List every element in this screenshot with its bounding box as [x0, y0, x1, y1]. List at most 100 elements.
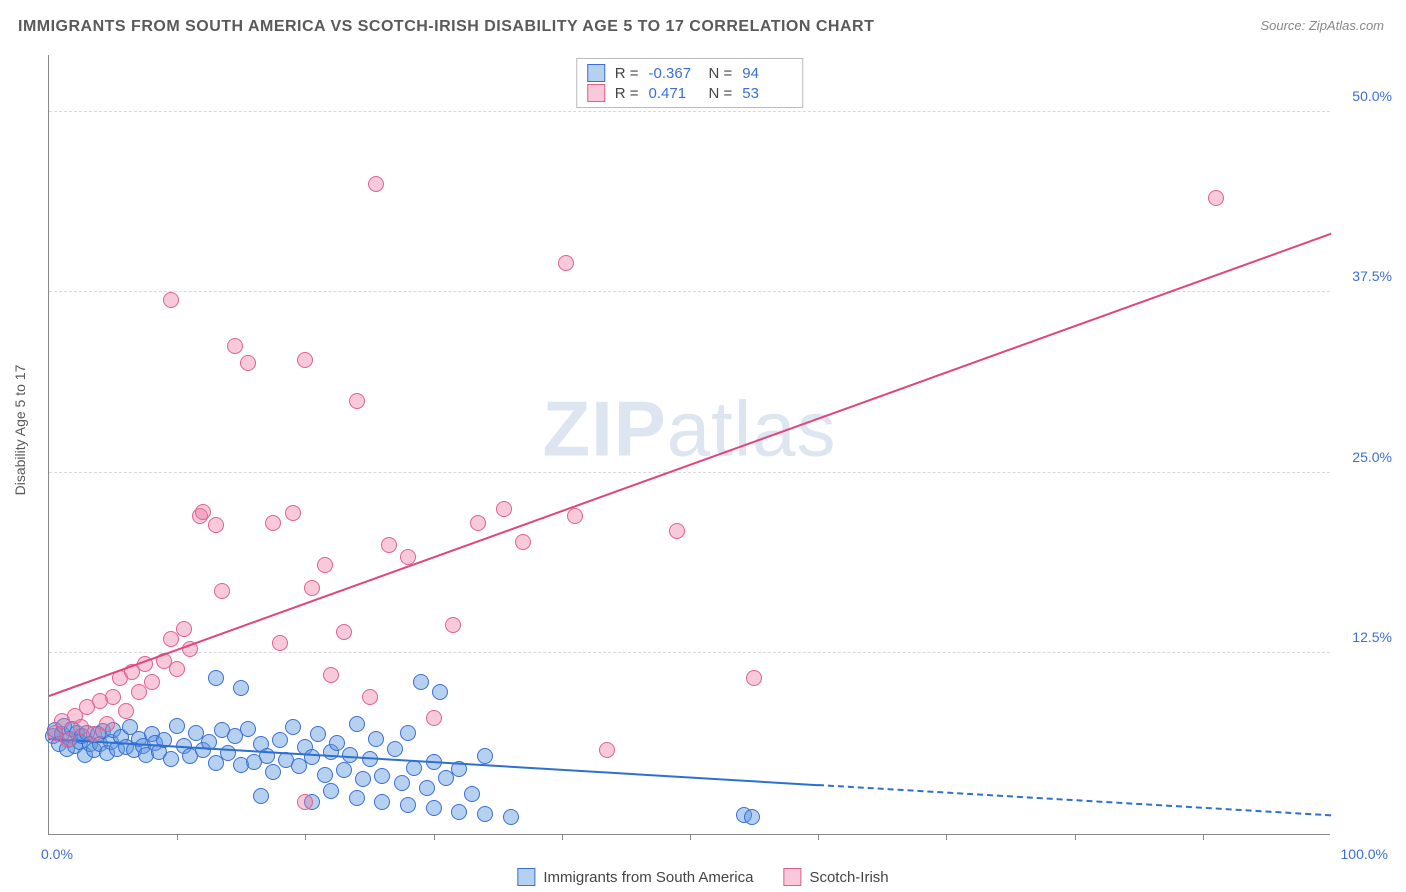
- legend-swatch: [587, 84, 605, 102]
- data-point: [349, 393, 365, 409]
- legend-r-label: R =: [615, 65, 639, 82]
- data-point: [253, 788, 269, 804]
- data-point: [1208, 190, 1224, 206]
- data-point: [60, 732, 76, 748]
- bottom-legend-label: Scotch-Irish: [809, 869, 888, 886]
- data-point: [214, 583, 230, 599]
- y-tick-label: 37.5%: [1337, 268, 1392, 284]
- gridline-h: [49, 652, 1330, 653]
- legend-stats-row: R = 0.471 N = 53: [587, 83, 793, 103]
- x-tick: [818, 834, 819, 840]
- legend-n-value: 53: [742, 85, 792, 102]
- data-point: [144, 674, 160, 690]
- legend-stats-box: R = -0.367 N = 94 R = 0.471 N = 53: [576, 58, 804, 108]
- data-point: [99, 716, 115, 732]
- data-point: [464, 786, 480, 802]
- chart-title: IMMIGRANTS FROM SOUTH AMERICA VS SCOTCH-…: [18, 18, 874, 36]
- data-point: [426, 710, 442, 726]
- legend-stats-row: R = -0.367 N = 94: [587, 63, 793, 83]
- data-point: [368, 176, 384, 192]
- data-point: [599, 742, 615, 758]
- data-point: [349, 790, 365, 806]
- data-point: [317, 767, 333, 783]
- data-point: [669, 523, 685, 539]
- data-point: [374, 768, 390, 784]
- trend-line: [49, 233, 1332, 697]
- data-point: [355, 771, 371, 787]
- data-point: [503, 809, 519, 825]
- data-point: [208, 670, 224, 686]
- data-point: [744, 809, 760, 825]
- gridline-h: [49, 111, 1330, 112]
- x-tick: [434, 834, 435, 840]
- legend-swatch: [587, 64, 605, 82]
- data-point: [477, 806, 493, 822]
- data-point: [176, 621, 192, 637]
- data-point: [400, 797, 416, 813]
- data-point: [265, 515, 281, 531]
- data-point: [285, 719, 301, 735]
- legend-r-label: R =: [615, 85, 639, 102]
- gridline-h: [49, 291, 1330, 292]
- data-point: [336, 762, 352, 778]
- data-point: [163, 292, 179, 308]
- source-attribution: Source: ZipAtlas.com: [1260, 18, 1384, 33]
- x-tick-label: 0.0%: [41, 846, 73, 862]
- data-point: [118, 703, 134, 719]
- data-point: [240, 721, 256, 737]
- legend-r-value: -0.367: [649, 65, 699, 82]
- legend-n-label: N =: [709, 65, 733, 82]
- data-point: [304, 580, 320, 596]
- data-point: [195, 504, 211, 520]
- y-tick-label: 12.5%: [1337, 629, 1392, 645]
- x-tick: [946, 834, 947, 840]
- y-axis-label: Disability Age 5 to 17: [12, 365, 28, 496]
- data-point: [387, 741, 403, 757]
- data-point: [470, 515, 486, 531]
- data-point: [323, 667, 339, 683]
- y-tick-label: 50.0%: [1337, 88, 1392, 104]
- bottom-legend: Immigrants from South America Scotch-Iris…: [517, 868, 888, 886]
- legend-n-value: 94: [742, 65, 792, 82]
- bottom-legend-label: Immigrants from South America: [543, 869, 753, 886]
- data-point: [419, 780, 435, 796]
- bottom-legend-item: Immigrants from South America: [517, 868, 753, 886]
- data-point: [394, 775, 410, 791]
- data-point: [515, 534, 531, 550]
- data-point: [477, 748, 493, 764]
- bottom-legend-item: Scotch-Irish: [783, 868, 888, 886]
- legend-swatch: [517, 868, 535, 886]
- data-point: [240, 355, 256, 371]
- x-tick-label: 100.0%: [1341, 846, 1388, 862]
- data-point: [451, 804, 467, 820]
- data-point: [227, 338, 243, 354]
- data-point: [342, 747, 358, 763]
- data-point: [169, 718, 185, 734]
- gridline-h: [49, 472, 1330, 473]
- x-tick: [1203, 834, 1204, 840]
- data-point: [323, 783, 339, 799]
- trend-line-dashed: [818, 784, 1331, 816]
- data-point: [208, 517, 224, 533]
- data-point: [567, 508, 583, 524]
- data-point: [310, 726, 326, 742]
- data-point: [558, 255, 574, 271]
- data-point: [362, 689, 378, 705]
- data-point: [426, 800, 442, 816]
- legend-swatch: [783, 868, 801, 886]
- data-point: [233, 680, 249, 696]
- data-point: [432, 684, 448, 700]
- data-point: [496, 501, 512, 517]
- data-point: [163, 751, 179, 767]
- x-tick: [690, 834, 691, 840]
- legend-n-label: N =: [709, 85, 733, 102]
- x-tick: [1075, 834, 1076, 840]
- legend-r-value: 0.471: [649, 85, 699, 102]
- data-point: [381, 537, 397, 553]
- data-point: [336, 624, 352, 640]
- x-tick: [177, 834, 178, 840]
- data-point: [297, 794, 313, 810]
- data-point: [272, 635, 288, 651]
- data-point: [349, 716, 365, 732]
- data-point: [304, 749, 320, 765]
